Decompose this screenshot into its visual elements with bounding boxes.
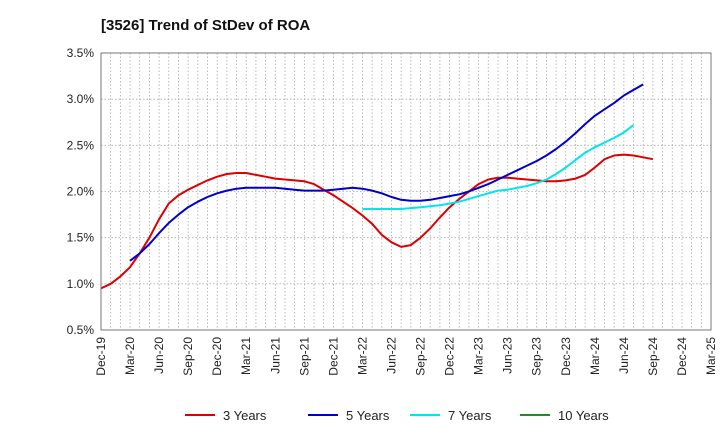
y-tick-label: 1.5%	[67, 231, 95, 245]
x-tick-label: Mar-22	[355, 337, 369, 375]
x-tick-label: Sep-23	[530, 337, 544, 376]
x-tick-label: Sep-24	[646, 337, 660, 376]
plot-frame	[100, 52, 712, 331]
x-tick-label: Dec-22	[443, 337, 457, 376]
x-tick-label: Jun-23	[501, 337, 515, 374]
x-tick-label: Sep-20	[181, 337, 195, 376]
x-tick-label: Dec-19	[94, 337, 108, 376]
y-tick-label: 2.5%	[67, 138, 95, 152]
series-line-3-years	[100, 153, 654, 290]
series-line-5-years	[129, 83, 644, 262]
x-tick-label: Mar-21	[239, 337, 253, 375]
y-tick-label: 3.5%	[67, 46, 95, 60]
x-tick-label: Mar-24	[588, 337, 602, 375]
x-tick-label: Jun-20	[152, 337, 166, 374]
chart-title: [3526] Trend of StDev of ROA	[101, 17, 310, 34]
series-layer	[100, 83, 654, 290]
legend-label: 5 Years	[346, 408, 390, 423]
y-tick-label: 3.0%	[67, 92, 95, 106]
x-tick-label: Jun-21	[268, 337, 282, 374]
legend: 3 Years 5 Years 7 Years 10 Years	[185, 408, 609, 423]
x-tick-label: Dec-21	[326, 337, 340, 376]
y-tick-label: 0.5%	[67, 323, 95, 337]
x-tick-label: Dec-24	[675, 337, 689, 376]
x-tick-label: Sep-22	[414, 337, 428, 376]
legend-label: 7 Years	[448, 408, 492, 423]
series-line-7-years	[362, 124, 635, 210]
x-axis: Dec-19 Mar-20 Jun-20 Sep-20 Dec-20 Mar-21 Jun-…	[94, 337, 718, 376]
y-axis: 0.5% 1.0% 1.5% 2.0% 2.5% 3.0% 3.5%	[67, 46, 95, 337]
y-tick-label: 2.0%	[67, 185, 95, 199]
x-tick-label: Mar-23	[472, 337, 486, 375]
x-tick-label: Mar-20	[123, 337, 137, 375]
legend-label: 10 Years	[558, 408, 609, 423]
x-tick-label: Jun-24	[617, 337, 631, 374]
x-tick-label: Dec-23	[559, 337, 573, 376]
x-tick-label: Sep-21	[297, 337, 311, 376]
x-tick-label: Dec-20	[210, 337, 224, 376]
x-tick-label: Jun-22	[384, 337, 398, 374]
grid-lines	[101, 53, 711, 330]
x-tick-label: Mar-25	[704, 337, 718, 375]
y-tick-label: 1.0%	[67, 277, 95, 291]
legend-label: 3 Years	[223, 408, 267, 423]
